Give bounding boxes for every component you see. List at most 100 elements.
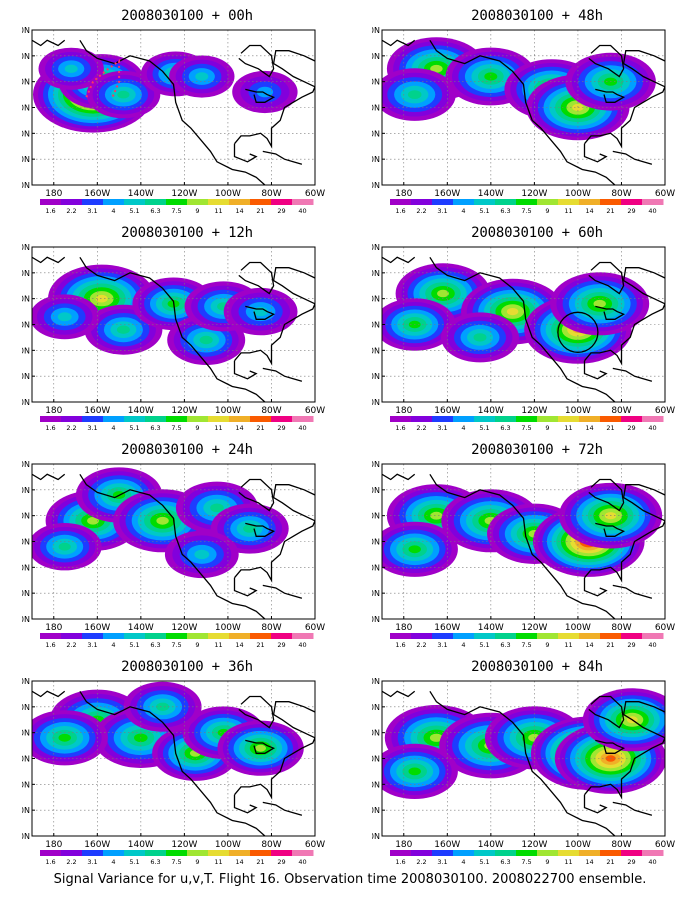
coastline (32, 690, 66, 698)
colorbar-label: 1.6 (45, 424, 55, 432)
colorbar-swatch (621, 199, 643, 205)
x-tick-label: 60W (305, 189, 325, 199)
variance-contour (255, 744, 266, 752)
colorbar-label: 5.1 (129, 207, 139, 215)
x-tick-label: 180 (395, 189, 412, 199)
x-tick-label: 120W (521, 189, 547, 199)
y-tick-label: 70N (22, 26, 30, 35)
colorbar-label: 14 (585, 424, 593, 432)
colorbar-label: 11 (564, 424, 572, 432)
colorbar-swatch (40, 850, 62, 856)
colorbar-swatch (600, 850, 622, 856)
coastline (233, 577, 258, 597)
colorbar-swatch (474, 416, 496, 422)
colorbar-label: 14 (235, 858, 243, 866)
colorbar-swatch (229, 416, 251, 422)
colorbar-label: 11 (214, 858, 222, 866)
colorbar-label: 2.2 (416, 424, 426, 432)
colorbar-label: 21 (606, 641, 614, 649)
coastline (245, 88, 276, 103)
y-tick-label: 40N (22, 321, 30, 330)
colorbar-swatch (474, 199, 496, 205)
colorbar-swatch (103, 416, 125, 422)
colorbar-swatch (166, 850, 188, 856)
colorbar-swatch (187, 633, 209, 639)
colorbar-swatch (432, 416, 454, 422)
y-tick-label: 40N (22, 104, 30, 113)
variance-contour (95, 294, 108, 303)
coastline (588, 44, 625, 78)
colorbar-swatch (292, 850, 314, 856)
variance-contour (407, 90, 422, 99)
x-tick-label: 80W (261, 406, 281, 416)
y-tick-label: 40N (22, 538, 30, 547)
variance-contour (408, 767, 421, 776)
x-tick-label: 120W (171, 840, 197, 850)
colorbar-swatch (145, 850, 167, 856)
colorbar-label: 21 (606, 424, 614, 432)
colorbar-swatch (390, 416, 412, 422)
x-tick-label: 160W (434, 406, 460, 416)
x-tick-label: 140W (128, 840, 154, 850)
colorbar-label: 7.5 (521, 424, 531, 432)
x-tick-label: 180 (395, 840, 412, 850)
variance-contour (408, 545, 421, 554)
y-tick-label: 20N (372, 806, 380, 815)
x-tick-label: 180 (395, 406, 412, 416)
colorbar-swatch (82, 416, 104, 422)
x-tick-label: 120W (171, 189, 197, 199)
colorbar-swatch (61, 850, 83, 856)
colorbar-label: 14 (585, 641, 593, 649)
colorbar-swatch (411, 633, 433, 639)
variance-contour (57, 312, 72, 322)
colorbar-swatch (579, 633, 601, 639)
coastline (262, 150, 303, 165)
x-tick-label: 100W (215, 189, 241, 199)
x-tick-label: 160W (84, 406, 110, 416)
x-tick-label: 140W (478, 406, 504, 416)
x-tick-label: 100W (215, 840, 241, 850)
colorbar-swatch (558, 416, 580, 422)
colorbar-swatch (621, 633, 643, 639)
colorbar-label: 14 (585, 207, 593, 215)
coastline (583, 143, 608, 163)
x-tick-label: 160W (84, 840, 110, 850)
colorbar-label: 4 (111, 207, 115, 215)
y-tick-label: 60N (22, 486, 30, 495)
coastline (234, 267, 315, 366)
colorbar-label: 4 (461, 424, 465, 432)
colorbar-label: 9 (545, 641, 549, 649)
variance-contour (87, 517, 99, 525)
colorbar-label: 3.1 (87, 207, 97, 215)
colorbar-swatch (61, 633, 83, 639)
colorbar-swatch (208, 633, 230, 639)
colorbar-label: 6.3 (500, 424, 510, 432)
colorbar-label: 1.6 (45, 858, 55, 866)
y-tick-label: 40N (22, 755, 30, 764)
colorbar-label: 14 (235, 207, 243, 215)
colorbar-swatch (390, 633, 412, 639)
colorbar-label: 1.6 (395, 641, 405, 649)
coastline (595, 522, 626, 537)
x-tick-label: 120W (171, 623, 197, 633)
y-tick-label: 50N (372, 78, 380, 87)
colorbar-swatch (432, 633, 454, 639)
x-tick-label: 100W (565, 623, 591, 633)
x-tick-label: 180 (395, 623, 412, 633)
x-tick-label: 80W (611, 840, 631, 850)
colorbar-label: 1.6 (395, 207, 405, 215)
y-tick-label: 60N (372, 703, 380, 712)
panel-title: 2008030100 + 00h (121, 8, 253, 24)
y-tick-label: 60N (22, 52, 30, 61)
colorbar-swatch (103, 850, 125, 856)
map-plot: 10N 20N 30N 40N 50N 60N 70N 180 160W 140W 120W 100W… (372, 243, 675, 432)
x-tick-label: 140W (478, 840, 504, 850)
colorbar-swatch (600, 199, 622, 205)
colorbar-label: 40 (648, 641, 656, 649)
panel-title: 2008030100 + 24h (121, 442, 253, 458)
variance-contour (199, 335, 213, 345)
colorbar-swatch (61, 199, 83, 205)
variance-contour (473, 333, 487, 342)
y-tick-label: 10N (22, 181, 30, 190)
x-tick-label: 180 (45, 623, 62, 633)
